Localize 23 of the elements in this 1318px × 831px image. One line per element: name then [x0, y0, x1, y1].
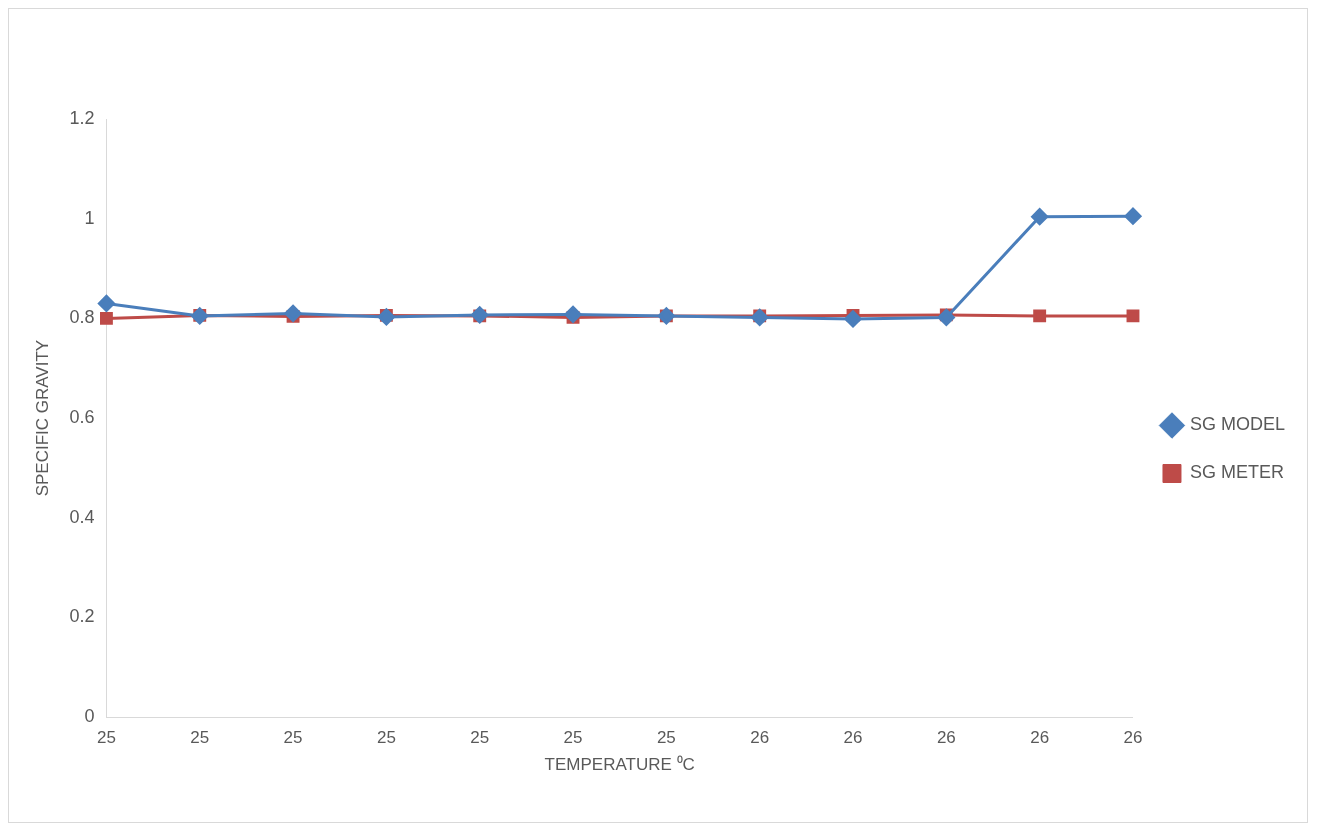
x-tick-label: 25 [283, 728, 303, 748]
x-tick-label: 25 [190, 728, 210, 748]
x-tick-label: 26 [1123, 728, 1143, 748]
y-axis-title: SPECIFIC GRAVITY [32, 339, 52, 497]
x-axis-title: TEMPERATURE ⁰C [544, 755, 695, 775]
x-tick-label: 26 [936, 728, 956, 748]
legend-label: SG MODEL [1189, 414, 1286, 435]
x-tick-label: 25 [470, 728, 490, 748]
x-tick-label: 26 [750, 728, 770, 748]
x-tick-label: 25 [96, 728, 116, 748]
x-tick-label: 25 [656, 728, 676, 748]
y-tick-label: 0.8 [69, 307, 95, 328]
x-tick-label: 25 [563, 728, 583, 748]
y-tick-label: 0.2 [69, 606, 95, 627]
y-tick-label: 1.2 [69, 107, 95, 128]
y-tick-label: 1 [84, 207, 95, 228]
legend-label: SG METER [1189, 462, 1284, 483]
y-tick-label: 0 [84, 706, 95, 727]
x-tick-label: 26 [843, 728, 863, 748]
y-tick-label: 0.4 [69, 506, 95, 527]
x-tick-label: 26 [1030, 728, 1050, 748]
x-tick-label: 25 [376, 728, 396, 748]
y-tick-label: 0.6 [69, 407, 95, 428]
